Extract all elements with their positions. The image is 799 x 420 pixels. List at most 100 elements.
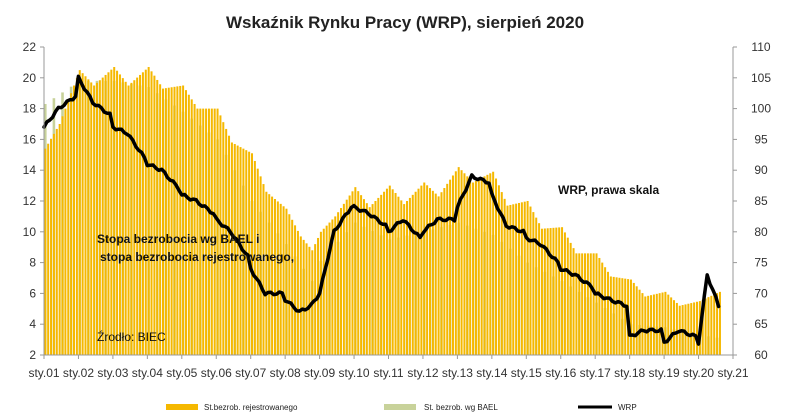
registered-bar bbox=[282, 206, 285, 355]
registered-bar bbox=[362, 199, 365, 355]
registered-bar bbox=[612, 276, 615, 355]
registered-bar bbox=[351, 191, 354, 355]
registered-bar bbox=[187, 94, 190, 356]
registered-bar bbox=[483, 176, 486, 355]
registered-bar bbox=[153, 75, 156, 356]
x-tick-label: sty.06 bbox=[201, 366, 232, 380]
registered-bar bbox=[205, 108, 208, 355]
registered-bar bbox=[687, 303, 690, 355]
registered-bar bbox=[104, 74, 107, 355]
legend-label-wrp: WRP bbox=[618, 403, 637, 412]
registered-bar bbox=[532, 212, 535, 355]
left-tick-label: 22 bbox=[23, 40, 37, 54]
registered-bar bbox=[431, 190, 434, 355]
registered-bar bbox=[233, 144, 236, 355]
registered-bar bbox=[673, 300, 676, 355]
registered-bar bbox=[325, 225, 328, 355]
registered-bar bbox=[156, 79, 159, 356]
registered-bar bbox=[451, 175, 454, 355]
registered-bar bbox=[339, 208, 343, 355]
registered-bar bbox=[457, 167, 460, 355]
registered-bar bbox=[136, 77, 139, 355]
registered-bar bbox=[707, 297, 710, 355]
registered-bar bbox=[365, 203, 368, 355]
registered-bar bbox=[443, 188, 446, 355]
x-tick-label: sty.15 bbox=[511, 366, 542, 380]
registered-bar bbox=[164, 88, 167, 355]
registered-bar bbox=[73, 85, 76, 355]
registered-bar bbox=[675, 302, 678, 355]
legend-label-registered: St.bezrob. rejestrowanego bbox=[204, 403, 298, 412]
registered-bar bbox=[322, 228, 325, 355]
left-tick-label: 14 bbox=[23, 163, 37, 177]
registered-bar bbox=[650, 295, 653, 355]
x-tick-label: sty.10 bbox=[338, 366, 369, 380]
registered-bar bbox=[265, 191, 268, 355]
registered-bar bbox=[693, 302, 696, 355]
x-tick-label: sty.08 bbox=[270, 366, 301, 380]
registered-bar bbox=[337, 212, 340, 355]
x-tick-label: sty.18 bbox=[614, 366, 645, 380]
registered-bar bbox=[116, 70, 119, 355]
registered-bar bbox=[268, 194, 271, 355]
registered-bar bbox=[509, 204, 512, 355]
registered-bar bbox=[555, 227, 558, 355]
registered-bar bbox=[710, 295, 713, 355]
registered-bar bbox=[354, 187, 357, 355]
registered-bar bbox=[652, 294, 655, 355]
registered-bar bbox=[716, 293, 719, 355]
registered-bar bbox=[219, 115, 222, 355]
registered-bar bbox=[480, 177, 483, 355]
registered-bar bbox=[262, 184, 265, 355]
axes: 2 4 6 8 10 12 14 16 18 20 22 60 65 70 75 80 85 90 95 100 105… bbox=[23, 40, 772, 380]
registered-bar bbox=[434, 193, 437, 355]
left-tick-label: 6 bbox=[29, 286, 36, 300]
registered-bar bbox=[47, 143, 50, 355]
registered-bar bbox=[512, 204, 515, 355]
registered-bar bbox=[667, 294, 670, 355]
registered-bar bbox=[644, 296, 647, 355]
x-tick-label: sty.01 bbox=[28, 366, 59, 380]
right-tick-label: 105 bbox=[751, 71, 771, 85]
registered-bar bbox=[55, 128, 58, 355]
registered-bar bbox=[469, 179, 472, 355]
registered-bar bbox=[357, 191, 360, 355]
registered-bar bbox=[655, 293, 658, 355]
registered-bar bbox=[110, 69, 113, 355]
registered-bar bbox=[95, 82, 98, 356]
legend-swatch-registered bbox=[166, 404, 198, 410]
registered-bar bbox=[584, 253, 587, 355]
registered-bar bbox=[144, 69, 147, 355]
registered-bar bbox=[383, 191, 386, 355]
x-tick-label: sty.12 bbox=[407, 366, 438, 380]
registered-bar bbox=[141, 72, 144, 356]
registered-bar bbox=[609, 276, 612, 355]
registered-bar bbox=[308, 246, 311, 355]
left-tick-label: 8 bbox=[29, 256, 36, 270]
registered-bar bbox=[446, 183, 449, 355]
registered-bar bbox=[273, 199, 276, 355]
registered-bar bbox=[632, 282, 635, 355]
registered-bar bbox=[150, 71, 153, 355]
registered-bar bbox=[182, 85, 185, 355]
x-tick-label: sty.14 bbox=[476, 366, 507, 380]
registered-bar bbox=[202, 108, 205, 355]
registered-bar bbox=[213, 108, 216, 355]
registered-bar bbox=[500, 192, 503, 355]
registered-bar bbox=[147, 67, 150, 356]
registered-bar bbox=[474, 180, 477, 355]
registered-bar bbox=[549, 228, 552, 355]
x-tick-label: sty.16 bbox=[545, 366, 576, 380]
registered-bar bbox=[526, 201, 529, 355]
registered-bar bbox=[331, 219, 334, 355]
registered-bar bbox=[520, 202, 523, 355]
x-tick-label: sty.21 bbox=[717, 366, 748, 380]
registered-bar bbox=[61, 116, 64, 355]
registered-bar bbox=[406, 201, 409, 355]
registered-bar bbox=[618, 277, 621, 355]
x-tick-label: sty.09 bbox=[304, 366, 335, 380]
registered-bar bbox=[543, 228, 546, 355]
registered-bar bbox=[127, 85, 130, 355]
registered-bar bbox=[615, 277, 618, 355]
registered-bar bbox=[225, 128, 228, 355]
